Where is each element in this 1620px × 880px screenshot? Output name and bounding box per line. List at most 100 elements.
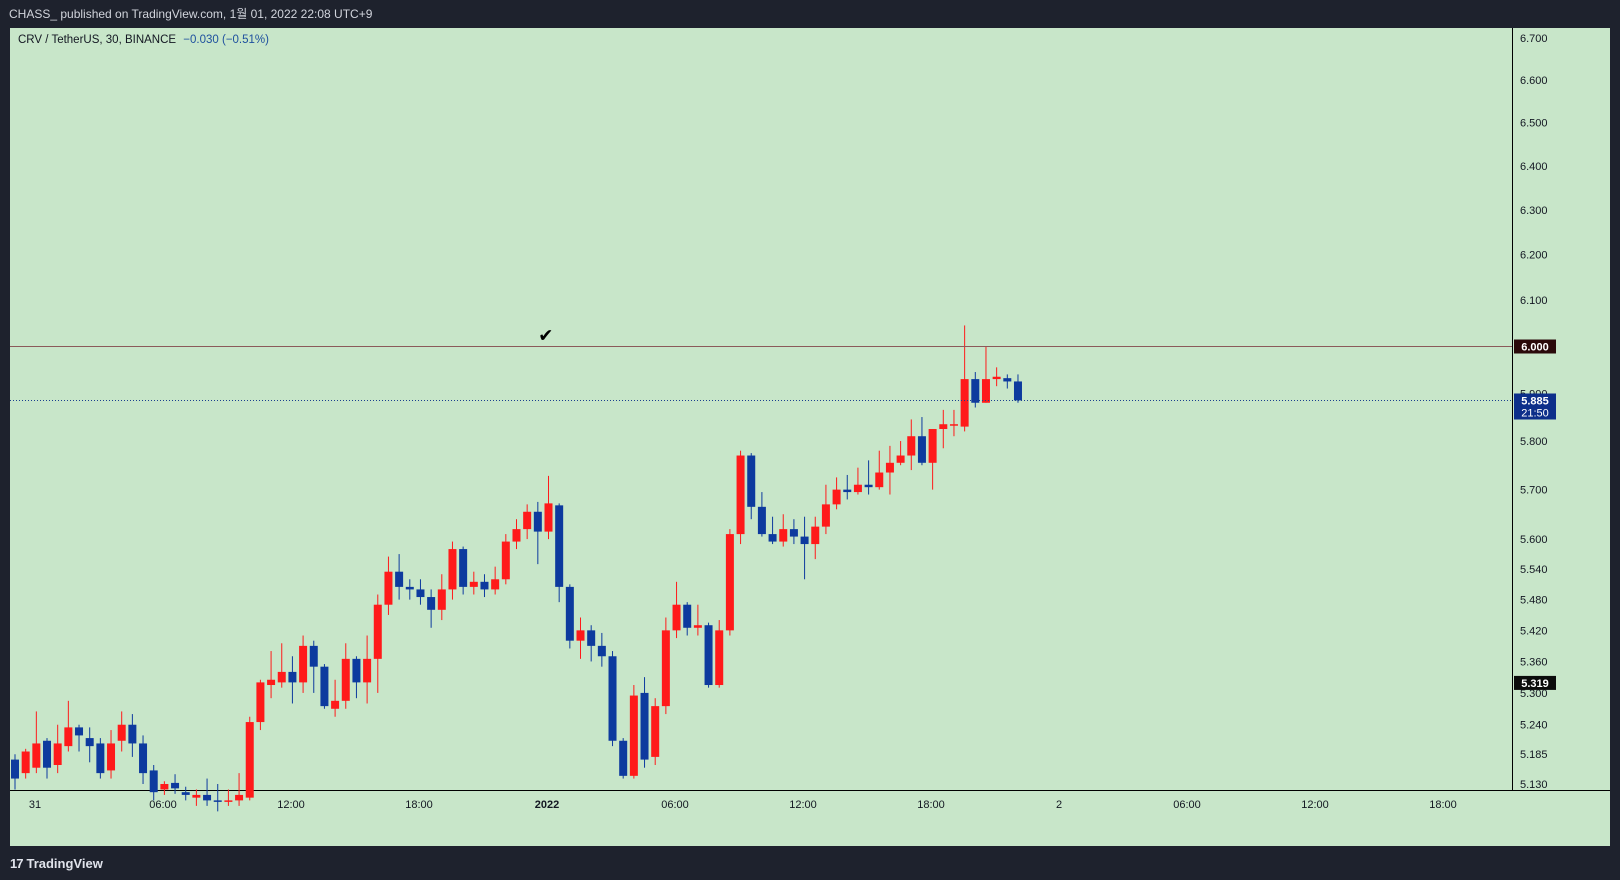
- candle-body: [736, 455, 745, 535]
- candle-body: [192, 794, 201, 798]
- candle-body: [843, 489, 852, 493]
- last-price-tag: [1514, 393, 1556, 420]
- resistance-price-tag: [1514, 339, 1556, 354]
- tradingview-logo-text: TradingView: [26, 855, 103, 871]
- candle-body: [352, 658, 361, 683]
- candle-body: [405, 586, 414, 590]
- candle-body: [117, 724, 126, 741]
- candle-body: [331, 700, 340, 709]
- candle-body: [992, 376, 1001, 380]
- price-tick-label: 5.800: [1520, 436, 1548, 448]
- candle-body: [683, 604, 692, 628]
- candle-body: [341, 658, 350, 701]
- candle-body: [459, 549, 468, 587]
- candle-body: [661, 630, 670, 707]
- time-tick-label: 18:00: [405, 799, 433, 811]
- candle-body: [491, 579, 500, 590]
- candle-body: [928, 429, 937, 463]
- candle-body: [171, 782, 180, 789]
- price-tick-label: 6.700: [1520, 33, 1548, 45]
- chart-frame[interactable]: 6.700 6.600 6.500 6.400 6.300 6.200 6.100 6.000…: [10, 28, 1610, 846]
- candle-body: [576, 630, 585, 641]
- publish-header: CHASS_ published on TradingView.com, 1월 …: [0, 0, 1620, 28]
- candle-body: [629, 695, 638, 776]
- candle-body: [907, 436, 916, 456]
- candle-body: [512, 529, 521, 542]
- candle-body: [501, 541, 510, 580]
- candle-body: [32, 743, 41, 768]
- time-tick-label: 18:00: [917, 799, 945, 811]
- price-tick-label: 5.185: [1520, 749, 1548, 761]
- plot-area: [10, 28, 1512, 790]
- candle-body: [21, 751, 30, 774]
- time-tick-label: 06:00: [661, 799, 689, 811]
- candle-body: [523, 511, 532, 530]
- price-tick-label: 6.100: [1520, 295, 1548, 307]
- price-tick-label: 6.300: [1520, 205, 1548, 217]
- candle-body: [864, 484, 873, 488]
- candle-body: [160, 784, 169, 790]
- candle-body: [885, 462, 894, 473]
- candle-body: [235, 794, 244, 801]
- candle-body: [384, 571, 393, 605]
- symbol-legend[interactable]: CRV / TetherUS, 30, BINANCE −0.030 (−0.5…: [18, 34, 269, 46]
- time-tick-label: 31: [29, 799, 41, 811]
- candle-body: [437, 589, 446, 610]
- candle-body: [416, 589, 425, 598]
- candle-body: [224, 800, 233, 802]
- price-tick-label: 5.480: [1520, 595, 1548, 607]
- candle-body: [149, 770, 158, 793]
- candle-body: [53, 743, 62, 766]
- price-change: −0.030 (−0.51%): [183, 34, 269, 46]
- candle-body: [256, 682, 265, 723]
- candle-body: [779, 529, 788, 542]
- candle-body: [480, 581, 489, 590]
- candle-body: [917, 436, 926, 463]
- candle-body: [267, 679, 276, 686]
- candle-body: [768, 534, 777, 542]
- price-tick-label: 6.500: [1520, 118, 1548, 130]
- candle-body: [128, 724, 137, 744]
- checkmark-annotation: ✔: [538, 326, 553, 347]
- candle-body: [981, 379, 990, 403]
- candle-body: [139, 743, 148, 774]
- candles: [11, 325, 1022, 812]
- resistance-price-label: 6.000: [1521, 342, 1549, 354]
- candle-body: [565, 586, 574, 641]
- candle-body: [363, 658, 372, 683]
- candle-body: [608, 656, 617, 741]
- candle-body: [11, 759, 19, 779]
- tradingview-logo[interactable]: 17 TradingView: [10, 853, 103, 873]
- time-tick-label: 06:00: [1173, 799, 1201, 811]
- candle-body: [181, 792, 190, 795]
- price-tick-label: 5.700: [1520, 485, 1548, 497]
- candle-body: [800, 536, 809, 545]
- candle-body: [704, 625, 713, 686]
- candle-body: [715, 630, 724, 686]
- candle-body: [448, 549, 457, 590]
- candle-body: [1013, 381, 1022, 401]
- price-tick-label: 5.600: [1520, 534, 1548, 546]
- candle-body: [213, 800, 222, 802]
- candle-body: [789, 529, 798, 537]
- candle-body: [811, 526, 820, 545]
- time-tick-label: 18:00: [1429, 799, 1457, 811]
- candle-body: [651, 706, 660, 757]
- candle-body: [587, 630, 596, 646]
- candle-body: [245, 722, 254, 798]
- time-tick-label: 2: [1056, 799, 1062, 811]
- candle-body: [971, 379, 980, 403]
- candle-body: [85, 738, 94, 747]
- candle-body: [821, 504, 830, 527]
- price-tick-label: 6.400: [1520, 161, 1548, 173]
- candlestick-chart[interactable]: 6.700 6.600 6.500 6.400 6.300 6.200 6.100 6.000…: [10, 28, 1610, 846]
- candle-body: [43, 740, 52, 768]
- time-tick-label: 12:00: [1301, 799, 1329, 811]
- candle-body: [469, 581, 478, 587]
- countdown-label: 21:50: [1521, 408, 1549, 420]
- price-tick-label: 6.600: [1520, 75, 1548, 87]
- candle-body: [373, 604, 382, 659]
- candle-body: [832, 489, 841, 505]
- candle-body: [320, 666, 329, 707]
- symbol-label: CRV / TetherUS, 30, BINANCE: [18, 34, 177, 46]
